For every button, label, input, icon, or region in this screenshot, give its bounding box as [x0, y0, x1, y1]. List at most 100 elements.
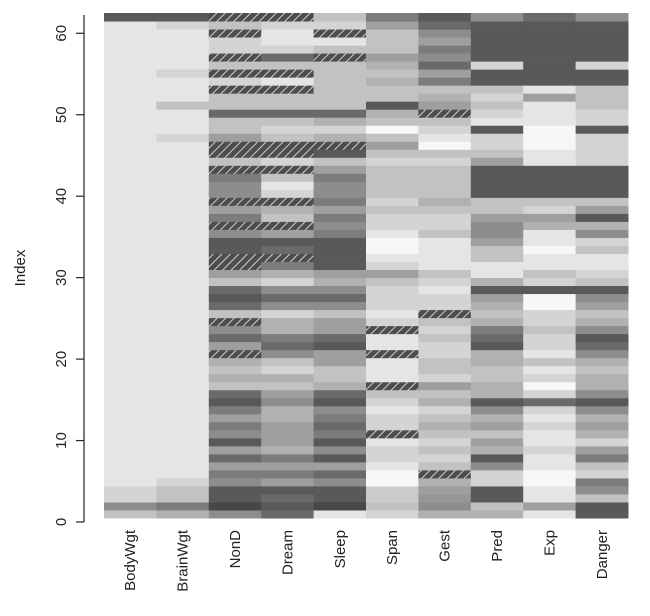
heatmap-cell [470, 285, 524, 295]
heatmap-cell [156, 61, 210, 70]
heatmap-cell [313, 221, 367, 230]
heatmap-cell [418, 181, 472, 190]
heatmap-cell [208, 493, 262, 503]
heatmap-cell [261, 349, 315, 359]
heatmap-cell [208, 461, 262, 471]
heatmap-cell [575, 405, 629, 415]
missing-cell [261, 197, 315, 206]
heatmap-cell [261, 413, 315, 423]
heatmap-cell [523, 29, 577, 38]
heatmap-cell [313, 197, 367, 206]
heatmap-cell [104, 21, 157, 30]
heatmap-cell [261, 317, 315, 327]
heatmap-cell [156, 213, 210, 222]
heatmap-cell [366, 61, 419, 70]
heatmap-cell [366, 445, 419, 455]
heatmap-cell [208, 333, 262, 343]
heatmap-cell [418, 93, 472, 102]
heatmap-cell [208, 157, 262, 166]
heatmap-cell [470, 413, 524, 423]
heatmap-cell [418, 117, 472, 126]
heatmap-cell [208, 469, 262, 479]
heatmap-cell [523, 61, 577, 70]
missing-cell [208, 69, 262, 78]
heatmap-cell [313, 237, 367, 246]
heatmap-cell [366, 461, 419, 471]
heatmap-cell [313, 285, 367, 295]
heatmap-cell [366, 373, 419, 383]
heatmap-cell [418, 53, 472, 62]
heatmap-cell [418, 349, 472, 359]
heatmap-cell [366, 357, 419, 367]
heatmap-cell [208, 237, 262, 246]
heatmap-cell [104, 213, 157, 222]
heatmap-cell [261, 45, 315, 54]
heatmap-cell [261, 21, 315, 30]
heatmap-cell [470, 437, 524, 447]
missing-cell [313, 53, 367, 62]
heatmap-cell [575, 61, 629, 70]
heatmap-cell [575, 13, 629, 22]
y-tick-labels: 0 10 20 30 40 50 60 [53, 25, 70, 526]
heatmap-cell [261, 477, 315, 487]
y-tick-label: 40 [53, 188, 70, 205]
heatmap-cell [470, 501, 524, 511]
heatmap-cell [104, 253, 157, 262]
heatmap-cell [418, 237, 472, 246]
heatmap-cell [104, 389, 157, 399]
heatmap-cell [313, 69, 367, 78]
heatmap-cell [523, 413, 577, 423]
heatmap-cell [575, 509, 629, 519]
heatmap-cell [575, 285, 629, 295]
heatmap-cell [156, 173, 210, 182]
heatmap-cell [104, 317, 157, 327]
heatmap-cell [104, 365, 157, 375]
heatmap-cell [261, 453, 315, 463]
heatmap-cell [523, 389, 577, 399]
heatmap-cell [523, 181, 577, 190]
heatmap-cell [418, 293, 472, 303]
heatmap-cell [470, 453, 524, 463]
heatmap-cell [470, 37, 524, 46]
heatmap-cell [156, 205, 210, 214]
heatmap-cell [418, 389, 472, 399]
heatmap-cell [418, 333, 472, 343]
heatmap-cell [470, 397, 524, 407]
heatmap-cell [575, 453, 629, 463]
heatmap-cell [104, 261, 157, 271]
heatmap-cell [470, 333, 524, 343]
heatmap-cell [418, 453, 472, 463]
heatmap-cell [313, 133, 367, 142]
heatmap-cell [523, 149, 577, 158]
heatmap-cell [261, 53, 315, 62]
heatmap-cell [366, 405, 419, 415]
heatmap-cell [366, 213, 419, 222]
heatmap-cell [470, 21, 524, 30]
heatmap-cell [470, 349, 524, 359]
heatmap-cell [575, 181, 629, 190]
heatmap-cell [261, 133, 315, 142]
heatmap-cell [523, 93, 577, 102]
heatmap-cell [261, 109, 315, 118]
heatmap-cell [104, 189, 157, 198]
missing-cell [366, 325, 419, 335]
heatmap-cell [208, 445, 262, 455]
heatmap-cell [418, 245, 472, 254]
heatmap-cell [418, 317, 472, 327]
heatmap-cell [156, 13, 210, 22]
heatmap-cell [313, 101, 367, 110]
heatmap-cell [575, 349, 629, 359]
heatmap-cell [523, 405, 577, 415]
heatmap-cell [575, 253, 629, 262]
heatmap-cell [313, 317, 367, 327]
heatmap-cell [523, 349, 577, 359]
heatmap-cell [523, 53, 577, 62]
heatmap-cell [418, 69, 472, 78]
heatmap-cell [156, 293, 210, 303]
heatmap-cell [470, 237, 524, 246]
heatmap-cell [313, 93, 367, 102]
heatmap-cell [418, 509, 472, 519]
heatmap-cell [156, 493, 210, 503]
heatmap-cell [366, 269, 419, 279]
